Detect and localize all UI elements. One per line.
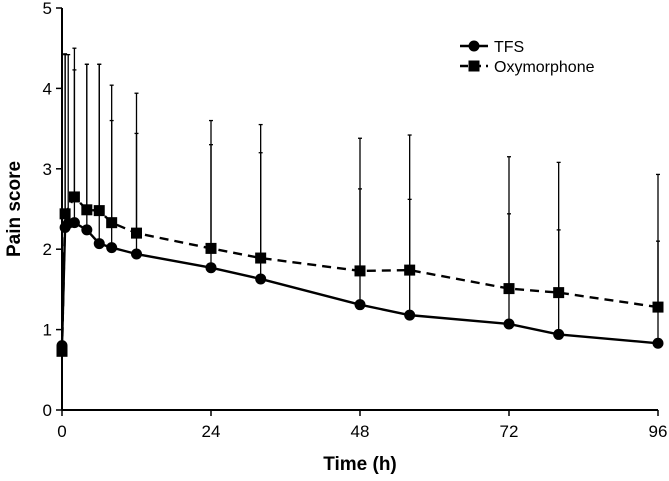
x-tick-label: 48 [351, 422, 370, 441]
y-tick-label: 5 [43, 0, 52, 18]
data-point-oxymorphone [59, 208, 71, 220]
data-point-tfs [106, 242, 118, 254]
data-point-tfs [131, 248, 142, 260]
y-tick-label: 2 [43, 240, 52, 259]
data-point-oxymorphone [503, 283, 515, 295]
legend-item-tfs: TFS [460, 39, 524, 56]
data-point-tfs [404, 309, 416, 321]
series-line-oxymorphone [60, 194, 659, 352]
legend: TFS Oxymorphone [460, 39, 595, 76]
legend-tfs-marker [468, 40, 480, 52]
x-tick-label: 24 [202, 422, 221, 441]
data-point-oxymorphone [106, 217, 118, 229]
legend-item-oxymorphone: Oxymorphone [460, 59, 595, 76]
y-tick-label: 4 [43, 79, 52, 98]
data-point-tfs [553, 328, 565, 340]
legend-oxymorphone-marker [468, 60, 480, 72]
y-tick-label: 1 [43, 321, 52, 340]
x-tick-label: 0 [57, 422, 66, 441]
legend-oxymorphone-label: Oxymorphone [494, 59, 595, 76]
data-point-oxymorphone [354, 265, 366, 277]
data-point-oxymorphone [68, 191, 80, 203]
data-point-tfs [81, 224, 93, 236]
data-point-oxymorphone [255, 252, 267, 264]
series-oxymorphone [56, 47, 664, 357]
data-point-oxymorphone [404, 264, 416, 276]
data-point-oxymorphone [652, 301, 664, 313]
data-point-tfs [93, 238, 105, 250]
axis-ticks: 0 1 2 3 4 5 0 24 48 72 96 [43, 0, 668, 441]
data-point-tfs [652, 337, 664, 349]
data-point-oxymorphone [81, 204, 93, 216]
data-point-tfs [354, 299, 366, 311]
y-tick-label: 3 [43, 160, 52, 179]
data-point-tfs [255, 273, 267, 285]
data-point-oxymorphone [93, 205, 105, 217]
y-tick-label: 0 [43, 401, 52, 420]
plot-area [56, 47, 664, 357]
x-axis-title: Time (h) [323, 454, 397, 475]
x-tick-label: 72 [500, 422, 519, 441]
legend-tfs-label: TFS [494, 39, 524, 56]
data-point-tfs [205, 262, 217, 274]
data-point-tfs [503, 318, 515, 330]
x-tick-label: 96 [649, 422, 668, 441]
data-point-oxymorphone [205, 242, 217, 254]
data-point-oxymorphone [553, 287, 565, 299]
data-point-tfs [68, 217, 80, 229]
data-point-oxymorphone [131, 227, 142, 239]
y-axis-title: Pain score [4, 161, 25, 257]
